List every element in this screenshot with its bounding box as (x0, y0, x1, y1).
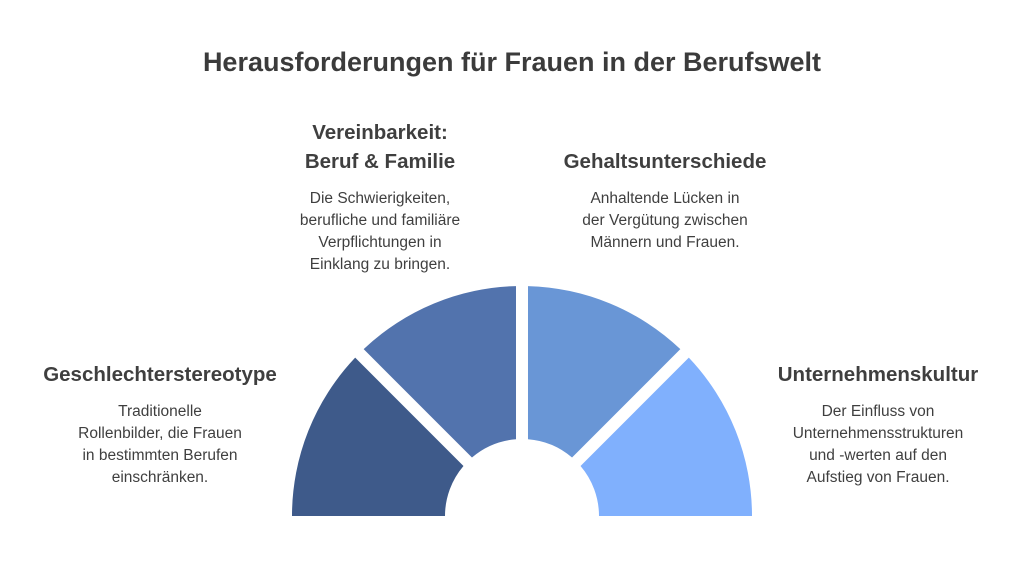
heading-vereinbarkeit: Vereinbarkeit: Beruf & Familie (304, 121, 456, 173)
description-geschlechterstereotype: Traditionelle Rollenbilder, die Frauen i… (78, 403, 242, 486)
segment-gehaltsunterschiede[interactable] (527, 286, 681, 458)
heading-gehaltsunterschiede: Gehaltsunterschiede (563, 150, 767, 173)
label-unternehmenskultur: Unternehmenskultur Der Einfluss von Unte… (752, 360, 1004, 489)
heading-unternehmenskultur: Unternehmenskultur (777, 363, 979, 386)
description-unternehmenskultur: Der Einfluss von Unternehmensstrukturen … (792, 403, 964, 486)
description-vereinbarkeit: Die Schwierigkeiten, berufliche und fami… (299, 190, 461, 273)
segment-geschlechterstereotype[interactable] (292, 357, 464, 516)
page-title: Herausforderungen für Frauen in der Beru… (202, 47, 822, 77)
segment-unternehmenskultur[interactable] (580, 357, 752, 516)
label-vereinbarkeit: Vereinbarkeit: Beruf & Familie Die Schwi… (255, 118, 505, 276)
label-gehaltsunterschiede: Gehaltsunterschiede Anhaltende Lücken in… (530, 147, 800, 254)
segment-vereinbarkeit[interactable] (363, 286, 517, 458)
description-gehaltsunterschiede: Anhaltende Lücken in der Vergütung zwisc… (582, 190, 748, 251)
label-geschlechterstereotype: Geschlechterstereotype Traditionelle Rol… (10, 360, 310, 489)
heading-geschlechterstereotype: Geschlechterstereotype (43, 363, 277, 386)
